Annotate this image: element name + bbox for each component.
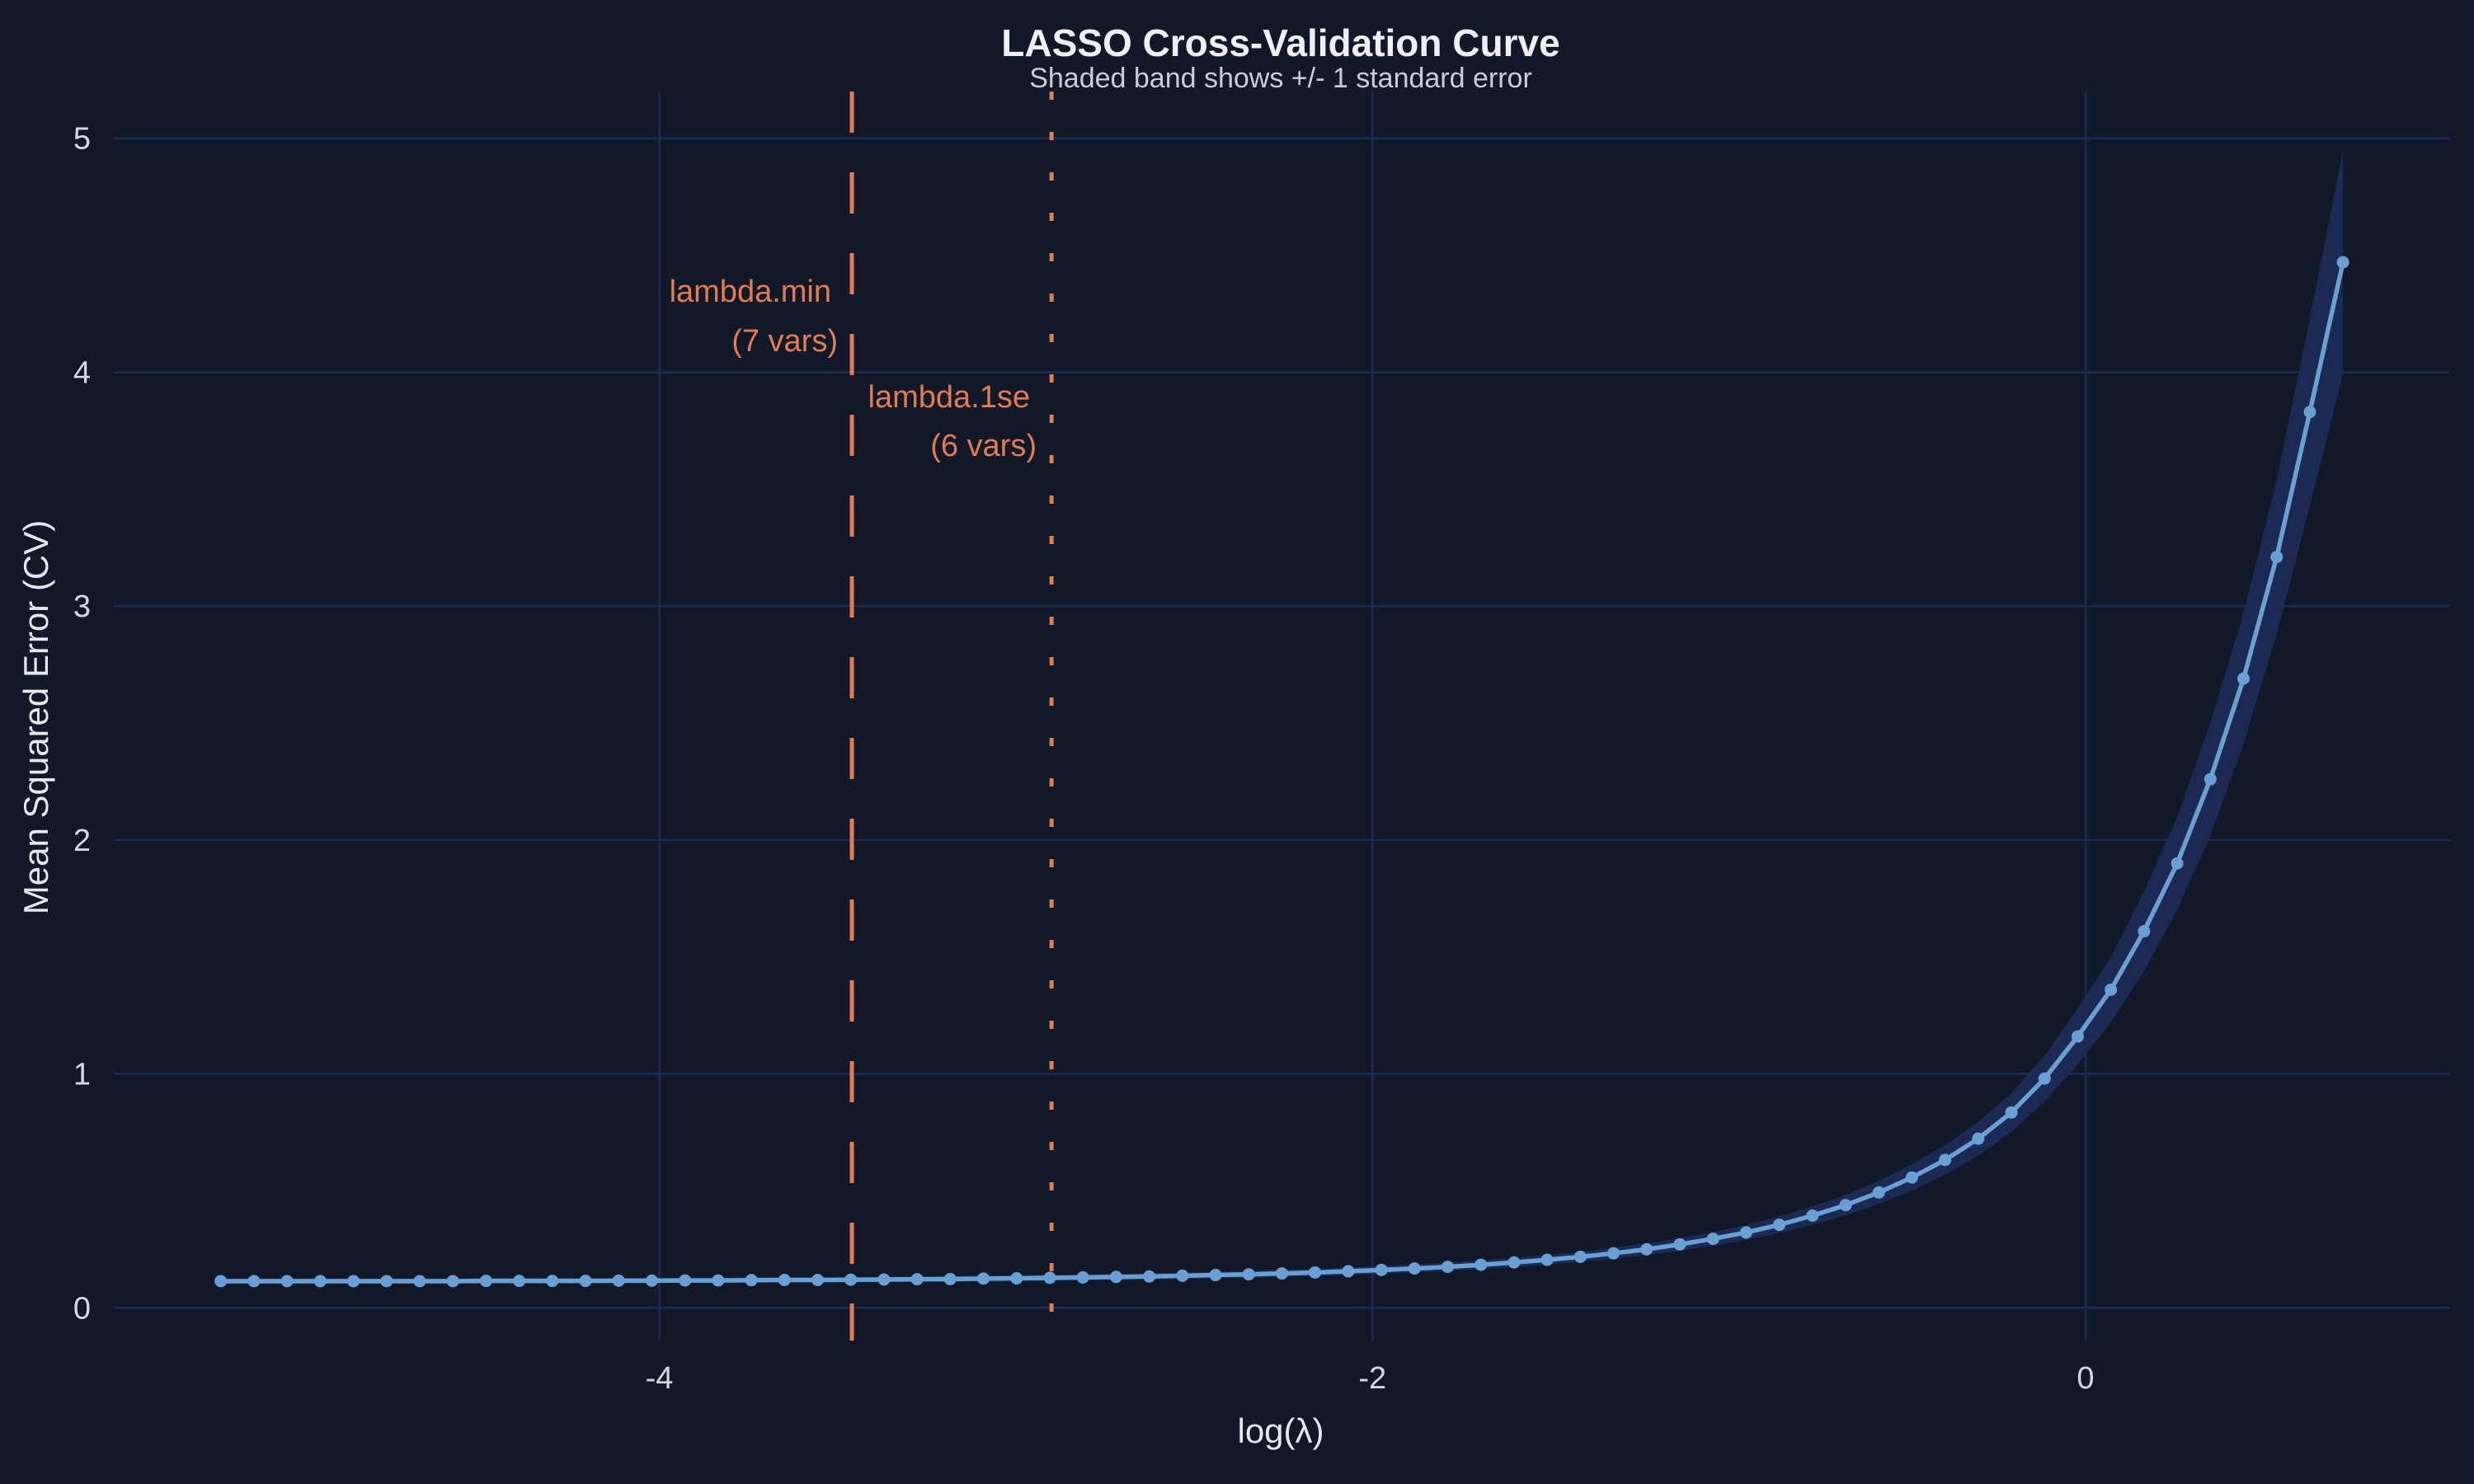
lambda-1se-vars-label: (6 vars) — [930, 429, 1037, 463]
y-tick-label: 5 — [73, 122, 91, 157]
mse-point — [910, 1273, 924, 1286]
y-tick-label: 1 — [73, 1058, 91, 1092]
mse-point — [612, 1274, 625, 1287]
mse-point — [1375, 1263, 1388, 1276]
mse-point — [1109, 1270, 1122, 1284]
x-tick-label: -4 — [646, 1361, 674, 1396]
tick-labels: 0 1 2 3 4 5 -4 -2 0 — [73, 122, 2095, 1396]
mse-point — [1972, 1132, 1985, 1145]
gridlines — [114, 92, 2449, 1341]
mse-point — [1573, 1250, 1587, 1263]
mse-point — [877, 1273, 891, 1286]
y-tick-label: 3 — [73, 589, 91, 624]
mse-point — [1607, 1247, 1620, 1260]
mse-point — [2005, 1106, 2018, 1119]
mse-point — [679, 1274, 692, 1287]
mse-point — [977, 1272, 990, 1285]
mse-point — [446, 1275, 459, 1288]
mse-point — [2303, 406, 2316, 419]
mse-point — [1939, 1153, 1952, 1167]
mse-point — [413, 1275, 426, 1288]
mse-point — [712, 1274, 725, 1287]
mse-point — [2071, 1030, 2084, 1043]
mse-point — [943, 1272, 957, 1285]
mse-point — [1739, 1226, 1752, 1239]
lambda-min-vars-label: (7 vars) — [731, 324, 838, 359]
mse-point — [1441, 1261, 1454, 1274]
mse-point — [2171, 857, 2184, 870]
chart-subtitle: Shaded band shows +/- 1 standard error — [1029, 63, 1532, 94]
x-axis-title: log(λ) — [1237, 1411, 1324, 1450]
mse-point — [2038, 1072, 2051, 1085]
mse-point — [1507, 1256, 1521, 1269]
mse-point — [280, 1275, 294, 1288]
mse-point — [313, 1275, 327, 1288]
mse-point — [1640, 1242, 1653, 1256]
mse-point — [2105, 983, 2118, 996]
mse-point — [479, 1275, 492, 1288]
mse-point — [1143, 1270, 1156, 1283]
mse-point — [1905, 1171, 1918, 1184]
mse-point — [380, 1275, 393, 1288]
mse-point — [513, 1275, 526, 1288]
mse-point — [2270, 551, 2284, 564]
mse-point — [1242, 1268, 1255, 1281]
chart-title: LASSO Cross-Validation Curve — [1001, 21, 1559, 64]
mse-point — [1010, 1272, 1023, 1285]
y-tick-label: 4 — [73, 355, 91, 390]
mse-point — [1872, 1186, 1885, 1199]
mse-point — [1773, 1219, 1786, 1232]
x-tick-label: 0 — [2077, 1361, 2094, 1396]
mse-point — [1275, 1267, 1288, 1280]
mse-point — [1076, 1270, 1089, 1284]
lambda-lines — [849, 92, 1054, 1341]
mse-point — [1806, 1209, 1819, 1222]
mse-point — [745, 1274, 758, 1287]
mse-point — [247, 1275, 261, 1288]
mse-point — [811, 1274, 824, 1287]
mse-point — [1673, 1237, 1686, 1251]
mse-point — [844, 1273, 858, 1286]
mse-point — [1309, 1266, 1322, 1279]
mse-point — [1839, 1199, 1852, 1212]
mse-point — [1706, 1233, 1719, 1246]
x-tick-label: -2 — [1358, 1361, 1386, 1396]
mse-series — [214, 256, 2349, 1288]
mse-point — [347, 1275, 360, 1288]
lambda-min-label: lambda.min — [670, 275, 831, 309]
mse-point — [2138, 925, 2151, 938]
mse-point — [214, 1275, 228, 1288]
y-tick-label: 2 — [73, 824, 91, 858]
y-axis-title: Mean Squared Error (CV) — [16, 520, 55, 915]
mse-point — [1475, 1258, 1488, 1271]
mse-point — [2336, 256, 2349, 269]
mse-point — [2237, 672, 2251, 685]
mse-point — [645, 1274, 658, 1287]
mse-point — [778, 1274, 791, 1287]
mse-point — [1540, 1253, 1554, 1266]
mse-point — [1342, 1265, 1355, 1278]
mse-point — [1408, 1262, 1421, 1275]
mse-point — [2204, 773, 2217, 786]
lambda-1se-label: lambda.1se — [868, 380, 1030, 415]
mse-point — [579, 1275, 592, 1288]
mse-point — [1176, 1269, 1189, 1282]
mse-point — [1209, 1269, 1222, 1282]
mse-point — [1043, 1271, 1056, 1284]
y-tick-label: 0 — [73, 1291, 91, 1326]
mse-point — [546, 1275, 559, 1288]
